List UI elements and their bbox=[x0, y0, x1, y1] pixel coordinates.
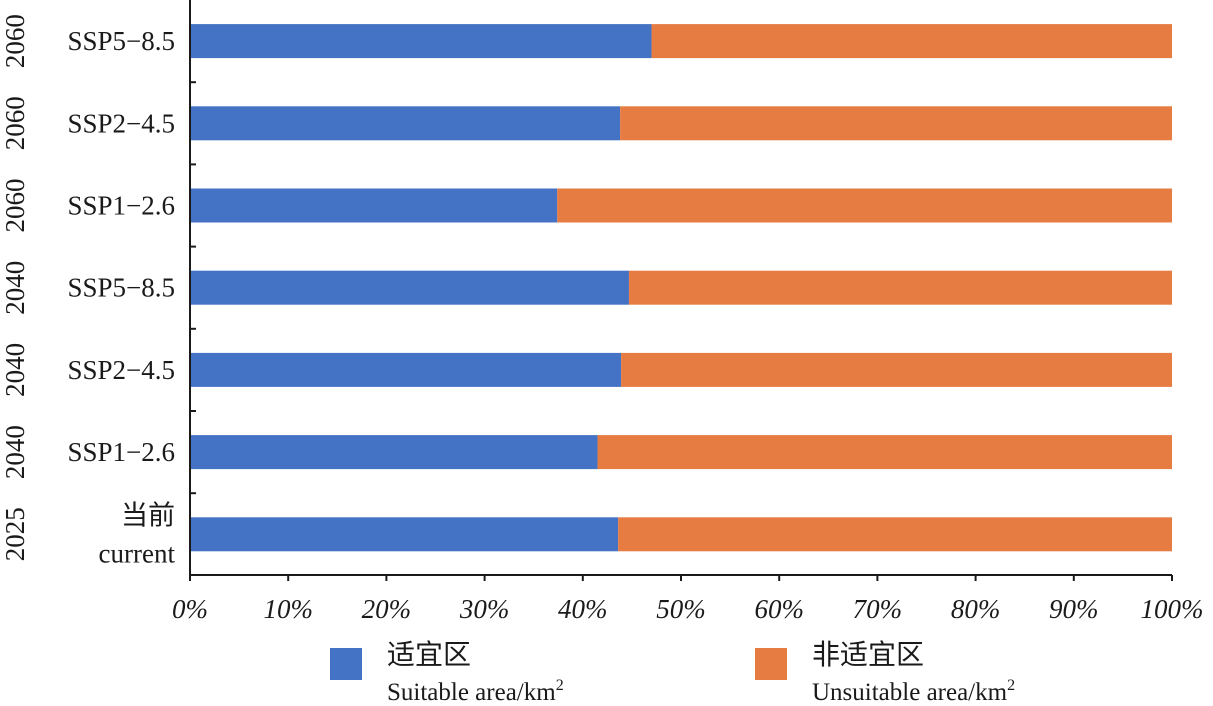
bar-suitable-0 bbox=[190, 24, 652, 59]
year-label-4: 2040 bbox=[0, 343, 30, 397]
legend-label-cn-1: 非适宜区 bbox=[812, 639, 924, 671]
bar-suitable-6 bbox=[190, 517, 619, 552]
legend-swatch-suitable bbox=[330, 648, 362, 680]
x-tick-label-8: 80% bbox=[951, 594, 1001, 624]
bar-unsuitable-4 bbox=[621, 352, 1172, 387]
category-sublabel-6: current bbox=[99, 538, 176, 568]
x-tick-label-6: 60% bbox=[754, 594, 804, 624]
year-label-2: 2060 bbox=[0, 179, 30, 233]
bar-suitable-4 bbox=[190, 352, 622, 387]
category-label-5: SSP1−2.6 bbox=[67, 437, 175, 467]
bar-unsuitable-6 bbox=[618, 517, 1172, 552]
legend-label-en-1: Unsuitable area/km2 bbox=[812, 677, 1015, 706]
category-label-0: SSP5−8.5 bbox=[67, 26, 175, 56]
bar-suitable-3 bbox=[190, 270, 629, 305]
bar-suitable-5 bbox=[190, 435, 598, 470]
category-label-1: SSP2−4.5 bbox=[67, 108, 175, 138]
axes-layer bbox=[189, 0, 1173, 581]
legend: 适宜区 Suitable area/km2 非适宜区 Unsuitable area/… bbox=[330, 639, 1015, 706]
legend-label-cn-0: 适宜区 bbox=[387, 639, 471, 671]
x-tick-labels: 0% 10% 20% 30% 40% 50% 60% 70% 80% 90% 100% bbox=[172, 594, 1204, 624]
year-label-5: 2040 bbox=[0, 425, 30, 479]
year-label-0: 2060 bbox=[0, 14, 30, 68]
x-tick-label-10: 100% bbox=[1141, 594, 1204, 624]
category-label-6: 当前 bbox=[121, 500, 175, 530]
x-tick-label-4: 40% bbox=[558, 594, 608, 624]
bar-unsuitable-1 bbox=[620, 106, 1172, 141]
bar-unsuitable-0 bbox=[651, 24, 1172, 59]
bar-unsuitable-2 bbox=[557, 188, 1172, 223]
x-tick-label-0: 0% bbox=[172, 594, 208, 624]
category-label-2: SSP1−2.6 bbox=[67, 191, 175, 221]
x-tick-label-7: 70% bbox=[853, 594, 903, 624]
year-label-3: 2040 bbox=[0, 261, 30, 315]
x-tick-label-2: 20% bbox=[362, 594, 412, 624]
category-label-4: SSP2−4.5 bbox=[67, 355, 175, 385]
bar-suitable-2 bbox=[190, 188, 558, 223]
x-tick-label-5: 50% bbox=[656, 594, 706, 624]
bar-suitable-1 bbox=[190, 106, 621, 141]
x-tick-label-1: 10% bbox=[263, 594, 313, 624]
year-label-6: 2025 bbox=[0, 507, 30, 561]
bar-unsuitable-5 bbox=[597, 435, 1172, 470]
legend-label-en-0: Suitable area/km2 bbox=[387, 677, 564, 706]
category-labels: SSP5−8.5 2060 SSP2−4.5 2060 SSP1−2.6 2060 SSP5… bbox=[0, 14, 175, 568]
bar-unsuitable-3 bbox=[628, 270, 1172, 305]
bars-layer bbox=[190, 24, 1172, 552]
legend-swatch-unsuitable bbox=[755, 648, 787, 680]
x-tick-label-9: 90% bbox=[1049, 594, 1099, 624]
category-label-3: SSP5−8.5 bbox=[67, 273, 175, 303]
x-tick-label-3: 30% bbox=[459, 594, 510, 624]
year-label-1: 2060 bbox=[0, 96, 30, 150]
